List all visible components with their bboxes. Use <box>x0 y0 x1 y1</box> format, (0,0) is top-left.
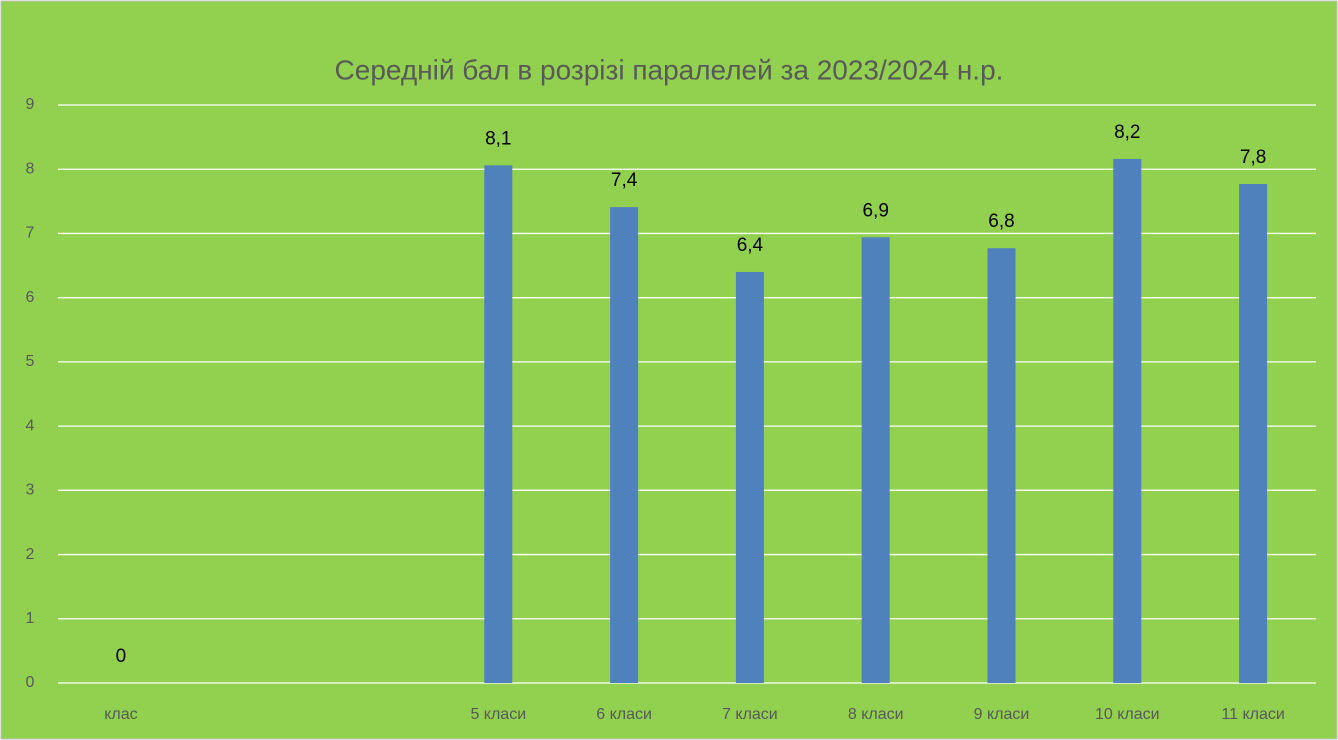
y-tick-label: 3 <box>26 482 35 499</box>
data-label: 0 <box>116 646 127 667</box>
x-tick-label: 8 класи <box>848 706 904 723</box>
y-tick-label: 1 <box>26 610 35 627</box>
x-tick-label: 5 класи <box>470 706 526 723</box>
y-tick-label: 5 <box>26 353 35 370</box>
bar <box>735 271 764 683</box>
bar <box>1239 183 1268 683</box>
bar <box>484 165 513 683</box>
data-label: 6,9 <box>862 200 888 221</box>
bar <box>1113 158 1142 684</box>
x-tick-label: 6 класи <box>596 706 652 723</box>
data-label: 8,2 <box>1114 122 1140 143</box>
x-tick-label: 9 класи <box>974 706 1030 723</box>
x-tick-label: клас <box>104 706 137 723</box>
chart-title: Середній бал в розрізі паралелей за 2023… <box>335 54 1004 85</box>
y-tick-label: 2 <box>26 546 35 563</box>
y-tick-label: 6 <box>26 289 35 306</box>
y-tick-label: 9 <box>26 96 35 113</box>
y-tick-label: 7 <box>26 225 35 242</box>
bar <box>987 248 1016 683</box>
bar <box>861 237 890 683</box>
data-label: 7,4 <box>611 170 638 191</box>
data-label: 6,4 <box>737 235 764 256</box>
x-tick-label: 11 класи <box>1221 706 1284 723</box>
x-tick-label: 10 класи <box>1095 706 1160 723</box>
data-label: 7,8 <box>1240 147 1266 168</box>
y-tick-label: 4 <box>26 417 35 434</box>
data-label: 6,8 <box>988 211 1014 232</box>
y-tick-label: 0 <box>26 674 35 691</box>
x-tick-label: 7 класи <box>722 706 778 723</box>
data-label: 8,1 <box>485 128 511 149</box>
y-tick-label: 8 <box>26 160 35 177</box>
bar <box>610 207 639 683</box>
